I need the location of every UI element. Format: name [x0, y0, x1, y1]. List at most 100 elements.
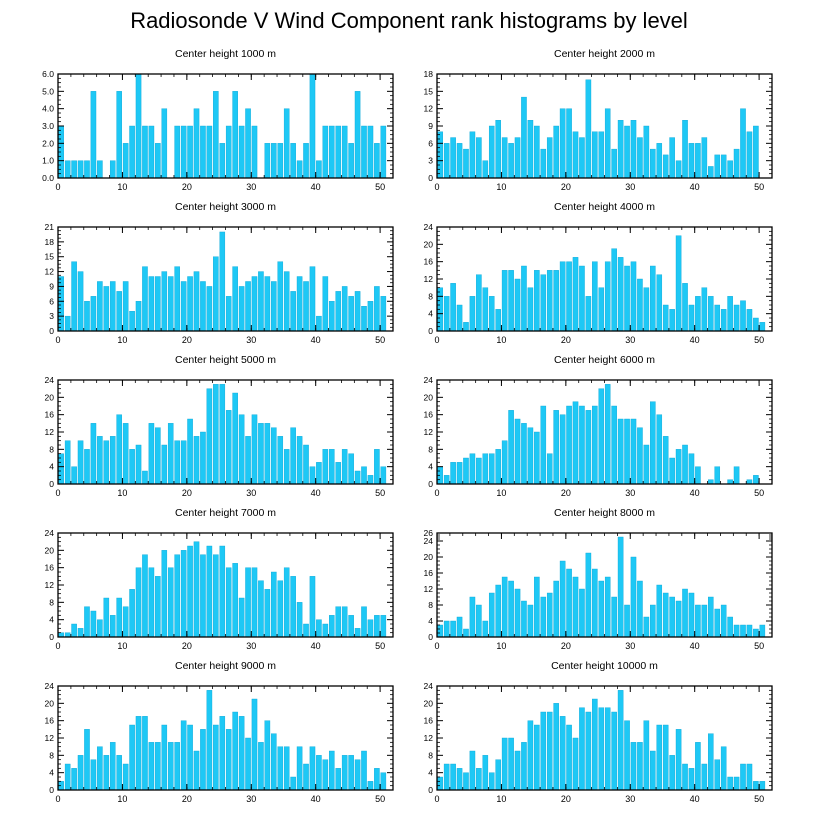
bar — [303, 281, 309, 332]
bar — [534, 576, 540, 638]
bar — [148, 423, 155, 485]
panel-1: Center height 1000 m 0 10 20 30 40 50 0.0 1.0 2.0… — [42, 48, 394, 192]
bar — [662, 592, 669, 638]
bar — [456, 768, 463, 791]
y-tick-label: 20 — [45, 545, 55, 555]
bar — [482, 160, 489, 179]
bar — [546, 453, 553, 485]
bar — [669, 457, 675, 485]
bar — [463, 148, 469, 179]
x-tick-label: 20 — [182, 488, 192, 498]
bar — [482, 287, 489, 332]
bar — [90, 759, 97, 791]
bar — [495, 759, 501, 791]
bar — [148, 567, 155, 638]
bar — [527, 287, 534, 332]
bar — [374, 449, 380, 485]
bar — [604, 108, 611, 179]
bar — [316, 619, 322, 638]
y-tick-label: 24 — [424, 536, 434, 546]
y-tick-label: 4 — [428, 616, 433, 626]
bar — [219, 716, 226, 791]
bar — [277, 580, 284, 638]
bar — [271, 427, 277, 485]
bar — [97, 746, 103, 791]
y-tick-label: 8 — [49, 444, 54, 454]
x-tick-label: 20 — [182, 182, 192, 192]
bar — [572, 131, 579, 179]
bar — [701, 604, 708, 638]
bar — [161, 724, 168, 791]
y-tick-label: 20 — [45, 698, 55, 708]
bar — [521, 742, 527, 791]
bar — [514, 588, 521, 638]
bar — [553, 125, 559, 179]
bar — [720, 604, 727, 638]
bar — [264, 720, 271, 791]
y-tick-label: 5.0 — [42, 86, 54, 96]
bar — [64, 763, 71, 791]
bar — [277, 746, 284, 791]
bar — [180, 440, 187, 485]
bar — [598, 388, 605, 485]
bar — [572, 257, 579, 332]
bar — [598, 287, 605, 332]
bar — [335, 606, 342, 638]
x-tick-label: 50 — [375, 488, 385, 498]
bar — [598, 131, 605, 179]
bar — [84, 729, 90, 791]
panel-9: Center height 9000 m 0 10 20 30 40 50 0 4 8 12 16 20… — [45, 660, 394, 804]
bar — [534, 270, 540, 332]
bar — [180, 550, 187, 638]
y-tick-label: 6 — [428, 138, 433, 148]
y-tick-label: 24 — [424, 222, 434, 232]
x-tick-label: 40 — [311, 335, 321, 345]
y-tick-label: 12 — [424, 274, 434, 284]
bar — [656, 724, 663, 791]
bar — [508, 737, 514, 791]
bar — [501, 270, 508, 332]
bar — [650, 265, 656, 332]
bar — [251, 698, 258, 791]
bar — [90, 91, 97, 179]
bar — [637, 427, 643, 485]
bar — [733, 148, 740, 179]
bar — [488, 125, 495, 179]
bar — [463, 457, 469, 485]
bar — [348, 453, 354, 485]
bar — [296, 746, 303, 791]
bar — [309, 466, 316, 485]
x-tick-label: 40 — [311, 641, 321, 651]
y-tick-label: 18 — [424, 69, 434, 79]
bar — [579, 588, 585, 638]
y-tick-label: 1.0 — [42, 156, 54, 166]
bar — [553, 410, 559, 485]
bar — [650, 604, 656, 638]
bar — [329, 615, 335, 638]
bar — [630, 261, 637, 332]
bar — [225, 125, 232, 179]
bar — [585, 410, 592, 485]
x-tick-label: 0 — [55, 641, 60, 651]
bar — [103, 755, 110, 791]
y-tick-label: 6 — [49, 296, 54, 306]
bar — [559, 716, 566, 791]
bar — [546, 137, 553, 179]
bar — [219, 143, 226, 179]
bar — [637, 278, 643, 332]
bar — [361, 606, 367, 638]
bar — [329, 750, 335, 791]
bar — [701, 137, 708, 179]
bar — [592, 261, 598, 332]
bar — [361, 466, 367, 485]
bar — [200, 281, 206, 332]
bar — [155, 742, 161, 791]
bar — [637, 137, 643, 179]
bar — [309, 266, 316, 332]
bar — [643, 616, 650, 638]
bar — [303, 763, 309, 791]
bar — [598, 580, 605, 638]
bar — [200, 554, 206, 638]
y-tick-label: 21 — [45, 222, 55, 232]
bar — [84, 160, 90, 179]
